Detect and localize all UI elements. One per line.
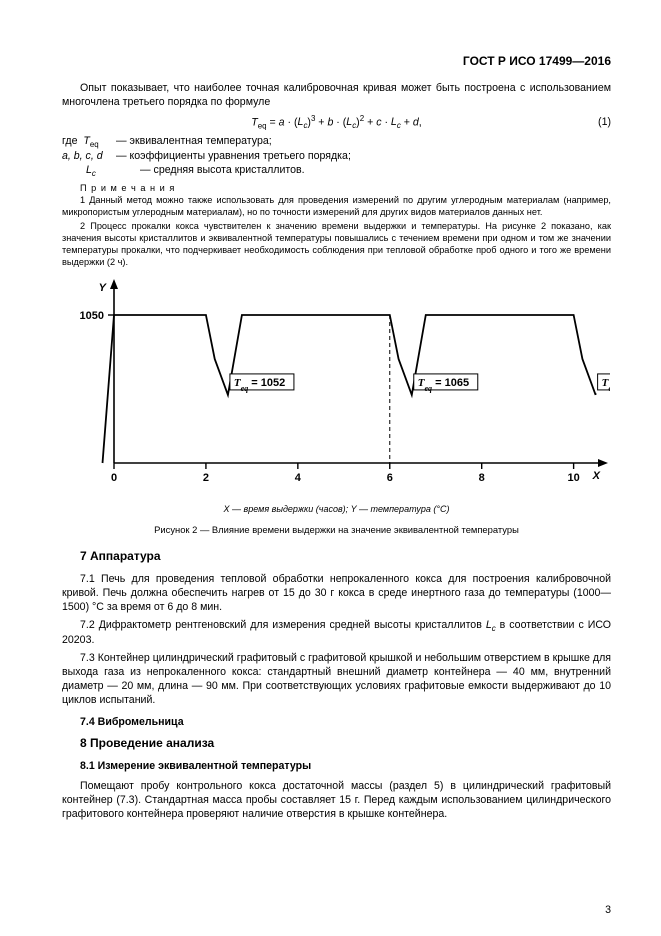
para-8-1: Помещают пробу контрольного кокса достат… [62, 780, 611, 822]
doc-id: ГОСТ Р ИСО 17499—2016 [62, 54, 611, 68]
svg-text:4: 4 [295, 472, 302, 484]
para-8-1-heading: 8.1 Измерение эквивалентной температуры [80, 760, 611, 772]
section-8-heading: 8 Проведение анализа [80, 736, 611, 750]
svg-text:0: 0 [111, 472, 117, 484]
svg-text:6: 6 [387, 472, 393, 484]
para-7-4: 7.4 Вибромельница [80, 716, 611, 728]
figure-caption: Рисунок 2 — Влияние времени выдержки на … [62, 524, 611, 535]
formula: Teq = a · (Lc)3 + b · (Lc)2 + c · Lc + d… [62, 114, 611, 131]
svg-text:X: X [592, 470, 601, 482]
intro-paragraph: Опыт показывает, что наиболее точная кал… [62, 82, 611, 110]
formula-number: (1) [598, 116, 611, 128]
svg-text:2: 2 [203, 472, 209, 484]
svg-text:Y: Y [99, 282, 108, 294]
para-7-2: 7.2 Дифрактометр рентгеновский для измер… [62, 619, 611, 649]
formula-expr: Teq = a · (Lc)3 + b · (Lc)2 + c · Lc + d… [251, 114, 421, 131]
where-block: где Teq — эквивалентная температура; a, … [62, 135, 611, 180]
page: ГОСТ Р ИСО 17499—2016 Опыт показывает, ч… [0, 0, 661, 936]
note-1: 1 Данный метод можно также использовать … [62, 195, 611, 219]
para-7-1: 7.1 Печь для проведения тепловой обработ… [62, 573, 611, 615]
para-7-3: 7.3 Контейнер цилиндрический графитовый … [62, 652, 611, 708]
figure-2-chart: 1050YX0246810Teq = 1052Teq = 1065Teq = 1… [62, 275, 611, 500]
axis-caption: X — время выдержки (часов); Y — температ… [62, 504, 611, 514]
page-number: 3 [605, 904, 611, 916]
svg-text:8: 8 [479, 472, 485, 484]
section-7-heading: 7 Аппаратура [80, 549, 611, 563]
notes-heading: П р и м е ч а н и я [80, 183, 611, 193]
note-2: 2 Процесс прокалки кокса чувствителен к … [62, 221, 611, 269]
svg-text:1050: 1050 [80, 310, 104, 322]
svg-text:10: 10 [567, 472, 579, 484]
